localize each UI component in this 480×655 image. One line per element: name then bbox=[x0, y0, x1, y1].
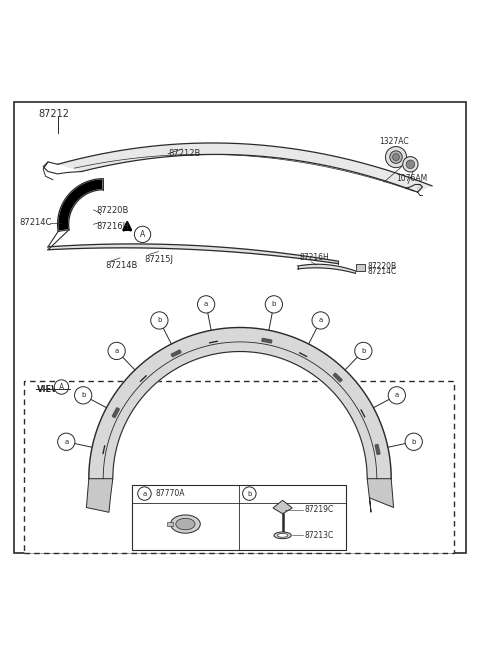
Text: 87216H: 87216H bbox=[96, 222, 129, 231]
Text: a: a bbox=[395, 392, 399, 398]
Polygon shape bbox=[273, 500, 292, 514]
Circle shape bbox=[74, 386, 92, 404]
Bar bbox=[24, 381, 454, 553]
Ellipse shape bbox=[277, 533, 288, 537]
Text: b: b bbox=[157, 318, 162, 324]
Text: 87219C: 87219C bbox=[304, 506, 334, 514]
Text: 87214C: 87214C bbox=[367, 267, 396, 276]
Circle shape bbox=[265, 295, 283, 313]
Text: b: b bbox=[247, 491, 252, 496]
Text: 87215J: 87215J bbox=[144, 255, 173, 263]
Text: 87212: 87212 bbox=[38, 109, 70, 119]
Polygon shape bbox=[333, 373, 342, 382]
Bar bbox=[356, 264, 365, 271]
Polygon shape bbox=[112, 408, 120, 418]
Circle shape bbox=[58, 433, 75, 451]
Text: A: A bbox=[140, 230, 145, 239]
Text: a: a bbox=[64, 439, 69, 445]
Text: A: A bbox=[59, 383, 64, 392]
Circle shape bbox=[54, 380, 69, 394]
Polygon shape bbox=[375, 445, 380, 455]
Circle shape bbox=[390, 151, 402, 163]
Text: 87220B: 87220B bbox=[367, 261, 396, 271]
Text: a: a bbox=[115, 348, 119, 354]
Circle shape bbox=[312, 312, 329, 329]
Polygon shape bbox=[262, 339, 272, 343]
Polygon shape bbox=[58, 179, 103, 231]
Text: a: a bbox=[204, 301, 208, 307]
Circle shape bbox=[406, 160, 415, 168]
Text: b: b bbox=[272, 301, 276, 307]
Text: b: b bbox=[81, 392, 85, 398]
Circle shape bbox=[134, 226, 151, 242]
Text: 1327AC: 1327AC bbox=[379, 137, 409, 146]
Text: 87212B: 87212B bbox=[168, 149, 200, 159]
Text: a: a bbox=[319, 318, 323, 324]
Text: 87214C: 87214C bbox=[19, 218, 51, 227]
Circle shape bbox=[388, 386, 406, 404]
Circle shape bbox=[403, 157, 418, 172]
Polygon shape bbox=[58, 143, 432, 192]
Ellipse shape bbox=[176, 518, 195, 530]
Circle shape bbox=[393, 154, 399, 160]
Circle shape bbox=[405, 433, 422, 451]
Text: 87216H: 87216H bbox=[300, 253, 330, 262]
Circle shape bbox=[151, 312, 168, 329]
Polygon shape bbox=[167, 521, 173, 527]
Text: b: b bbox=[411, 439, 416, 445]
Bar bbox=[132, 485, 346, 550]
Text: VIEW: VIEW bbox=[37, 384, 62, 394]
Circle shape bbox=[242, 487, 256, 500]
Text: 87214B: 87214B bbox=[106, 261, 138, 271]
Ellipse shape bbox=[274, 532, 291, 538]
Circle shape bbox=[138, 487, 151, 500]
Polygon shape bbox=[89, 328, 391, 479]
Polygon shape bbox=[418, 185, 422, 192]
Text: 87220B: 87220B bbox=[96, 206, 128, 215]
Polygon shape bbox=[86, 479, 113, 512]
Polygon shape bbox=[171, 350, 181, 357]
Circle shape bbox=[385, 147, 407, 168]
Text: 87770A: 87770A bbox=[155, 489, 184, 498]
Polygon shape bbox=[298, 264, 355, 273]
Polygon shape bbox=[48, 244, 338, 264]
Circle shape bbox=[108, 343, 125, 360]
Text: b: b bbox=[361, 348, 366, 354]
Circle shape bbox=[355, 343, 372, 360]
Text: 87213C: 87213C bbox=[304, 531, 334, 540]
Text: a: a bbox=[143, 491, 146, 496]
Polygon shape bbox=[367, 479, 394, 512]
Circle shape bbox=[197, 295, 215, 313]
Ellipse shape bbox=[170, 515, 200, 533]
Text: 1076AM: 1076AM bbox=[396, 174, 428, 183]
